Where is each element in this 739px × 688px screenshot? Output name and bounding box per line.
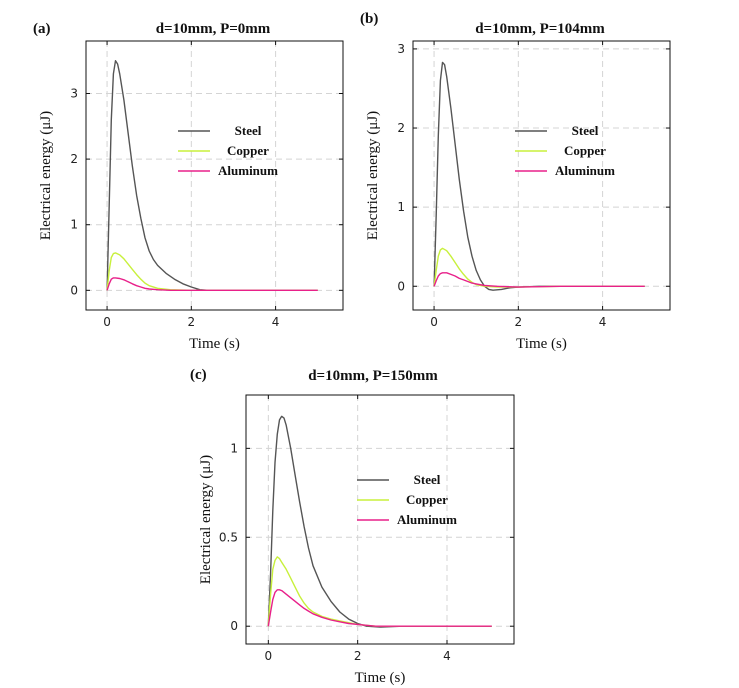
chart-title: d=10mm, P=104mm <box>475 21 605 37</box>
x-tick-label: 0 <box>103 315 111 329</box>
legend-label-aluminum: Aluminum <box>218 163 278 178</box>
x-tick-label: 2 <box>515 315 523 329</box>
chart-panel-3: 0 2 4 0 0.5 1 Time (s) Electrical energy (μJ) d=… <box>190 367 515 686</box>
legend: Steel Copper Aluminum <box>357 472 457 527</box>
chart-title: d=10mm, P=0mm <box>156 21 271 37</box>
y-axis-label: Electrical energy (μJ) <box>198 455 214 584</box>
legend-label-copper: Copper <box>406 492 448 507</box>
series-line-copper <box>106 252 318 291</box>
y-tick-label: 1 <box>397 200 405 214</box>
y-tick-label: 0 <box>397 279 405 293</box>
y-tick-label: 2 <box>70 152 78 166</box>
series-line-steel <box>267 415 492 628</box>
series-line-steel <box>106 60 318 291</box>
x-tick-label: 2 <box>354 649 362 663</box>
legend: Steel Copper Aluminum <box>515 123 615 178</box>
legend-label-aluminum: Aluminum <box>397 512 457 527</box>
y-tick-label: 1 <box>230 441 238 455</box>
y-tick-label: 0.5 <box>219 530 238 544</box>
legend-label-aluminum: Aluminum <box>555 163 615 178</box>
x-tick-label: 0 <box>265 649 273 663</box>
legend-label-copper: Copper <box>564 143 606 158</box>
legend: Steel Copper Aluminum <box>178 123 278 178</box>
chart-panel-1: 0 2 4 0 1 2 3 Time (s) Electrical energy (μJ) d=1… <box>33 21 344 352</box>
x-tick-label: 4 <box>443 649 451 663</box>
legend-label-steel: Steel <box>572 123 599 138</box>
plot-frame <box>85 40 344 311</box>
panel-label: (c) <box>190 367 207 383</box>
legend-label-steel: Steel <box>414 472 441 487</box>
chart-panel-2: 0 2 4 0 1 2 3 Time (s) Electrical energy (μJ) d=1… <box>360 11 671 352</box>
x-axis-label: Time (s) <box>355 670 406 686</box>
x-tick-label: 0 <box>430 315 438 329</box>
plot-frame <box>412 40 671 311</box>
x-tick-label: 4 <box>272 315 280 329</box>
y-tick-label: 0 <box>230 619 238 633</box>
y-tick-label: 3 <box>70 86 78 100</box>
legend-label-steel: Steel <box>235 123 262 138</box>
y-tick-label: 2 <box>397 121 405 135</box>
y-axis-label: Electrical energy (μJ) <box>38 111 54 240</box>
series-line-copper <box>267 556 492 627</box>
y-tick-label: 1 <box>70 218 78 232</box>
x-axis-label: Time (s) <box>516 336 567 352</box>
plot-frame <box>245 394 515 645</box>
y-tick-label: 0 <box>70 283 78 297</box>
x-tick-label: 4 <box>599 315 607 329</box>
legend-label-copper: Copper <box>227 143 269 158</box>
panel-label: (b) <box>360 11 378 27</box>
chart-title: d=10mm, P=150mm <box>308 368 438 384</box>
x-tick-label: 2 <box>188 315 196 329</box>
series-line-aluminum <box>433 272 645 288</box>
panel-label: (a) <box>33 21 51 37</box>
y-tick-label: 3 <box>397 42 405 56</box>
series-line-aluminum <box>106 277 318 291</box>
series-line-aluminum <box>267 589 492 627</box>
x-axis-label: Time (s) <box>189 336 240 352</box>
y-axis-label: Electrical energy (μJ) <box>365 111 381 240</box>
